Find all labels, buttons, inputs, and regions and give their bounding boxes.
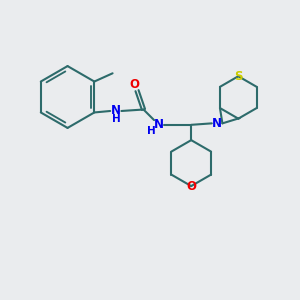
Text: N: N [154, 118, 164, 131]
Text: N: N [212, 117, 222, 130]
Text: H: H [147, 126, 156, 136]
Text: S: S [234, 70, 243, 83]
Text: O: O [130, 78, 140, 91]
Text: O: O [186, 180, 196, 193]
Text: N: N [110, 104, 121, 118]
Text: H: H [112, 114, 121, 124]
